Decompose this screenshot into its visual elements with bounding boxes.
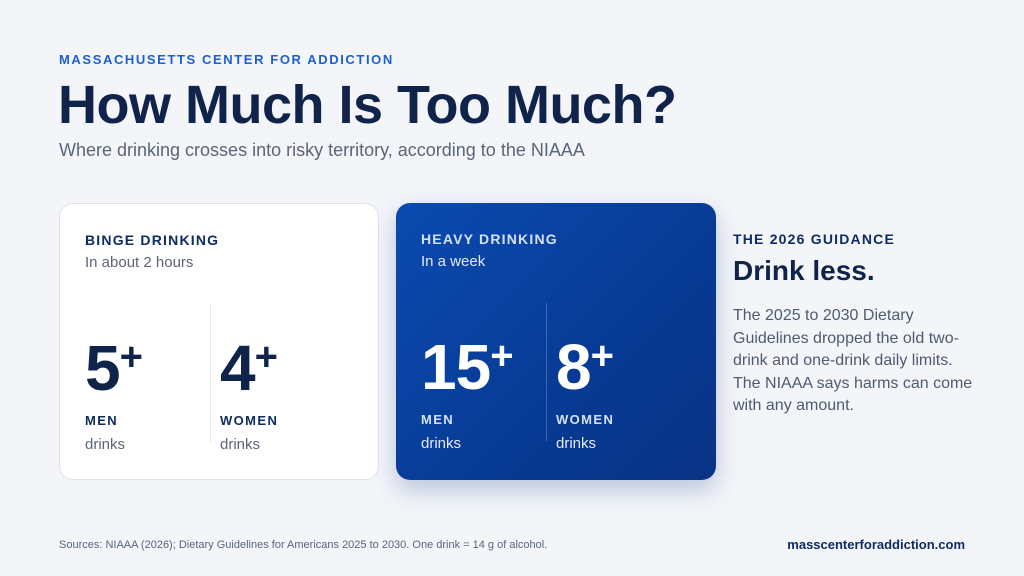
plus-suffix: +	[590, 334, 614, 378]
stat-unit: drinks	[85, 436, 126, 453]
stat-value: 15	[421, 331, 491, 403]
heavy-drinking-card: HEAVY DRINKING In a week 15+ MEN drinks …	[396, 203, 716, 480]
stat-unit: drinks	[220, 436, 261, 453]
stat-number: 5+	[85, 324, 143, 401]
plus-suffix: +	[119, 335, 143, 379]
stat-women: 8+ WOMEN drinks	[556, 323, 614, 452]
guidance-headline: Drink less.	[733, 255, 875, 286]
card-timeframe: In a week	[421, 253, 486, 270]
guidance-label: THE 2026 GUIDANCE	[733, 231, 895, 247]
stat-men: 15+ MEN drinks	[421, 323, 514, 452]
eyebrow: MASSACHUSETTS CENTER FOR ADDICTION	[59, 52, 394, 67]
plus-suffix: +	[254, 335, 278, 379]
stat-unit: drinks	[421, 435, 462, 452]
stat-group: WOMEN	[556, 412, 615, 427]
stat-value: 4	[220, 332, 256, 404]
stat-value: 5	[85, 332, 121, 404]
page-title: How Much Is Too Much?	[58, 75, 677, 135]
stat-group: MEN	[85, 413, 119, 428]
stat-unit: drinks	[556, 435, 597, 452]
card-timeframe: In about 2 hours	[85, 254, 194, 271]
stat-men: 5+ MEN drinks	[85, 324, 143, 453]
stat-number: 4+	[220, 324, 278, 401]
stat-number: 15+	[421, 323, 514, 400]
stat-number: 8+	[556, 323, 614, 400]
stat-value: 8	[556, 331, 592, 403]
stat-group: WOMEN	[220, 413, 279, 428]
website-link[interactable]: masscenterforaddiction.com	[787, 537, 965, 552]
sources-note: Sources: NIAAA (2026); Dietary Guideline…	[59, 539, 548, 551]
stat-group: MEN	[421, 412, 455, 427]
page-subtitle: Where drinking crosses into risky territ…	[59, 140, 585, 160]
stat-divider	[210, 304, 211, 442]
guidance-panel: THE 2026 GUIDANCE Drink less. The 2025 t…	[733, 231, 973, 418]
plus-suffix: +	[490, 334, 514, 378]
card-label: HEAVY DRINKING	[421, 231, 558, 247]
stat-women: 4+ WOMEN drinks	[220, 324, 278, 453]
binge-drinking-card: BINGE DRINKING In about 2 hours 5+ MEN d…	[59, 203, 379, 480]
stat-divider	[546, 303, 547, 441]
card-label: BINGE DRINKING	[85, 232, 220, 248]
guidance-body: The 2025 to 2030 Dietary Guidelines drop…	[733, 307, 973, 414]
